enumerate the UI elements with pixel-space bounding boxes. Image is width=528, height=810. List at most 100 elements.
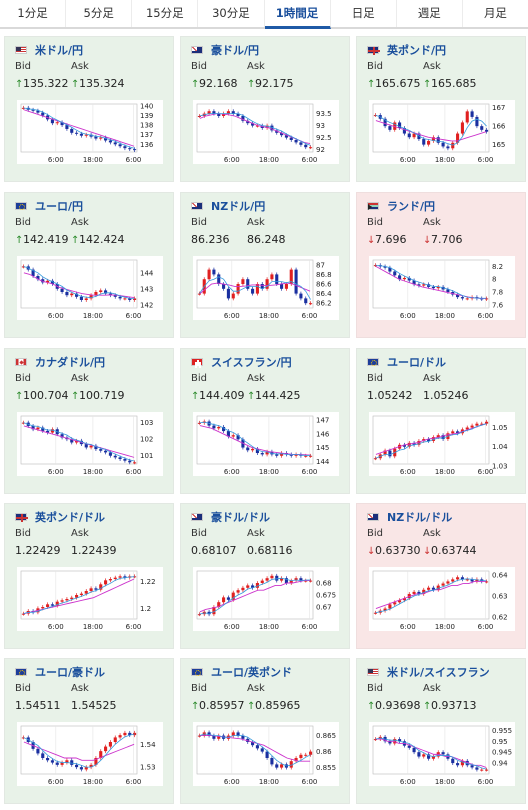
candle-body (480, 298, 484, 300)
candle-body (236, 113, 240, 116)
candle-body (70, 439, 74, 443)
ask-label: Ask (247, 683, 265, 694)
candle-body (84, 591, 88, 594)
candle-body (118, 144, 122, 147)
mini-chart[interactable]: 144 143 142 6:00 18:00 6:00 (17, 256, 163, 320)
candle-body (99, 449, 103, 451)
candle-body (270, 125, 274, 131)
candle-body (388, 604, 392, 609)
candle-body (251, 448, 255, 451)
rate-card[interactable]: ユーロ/英ポンド Bid Ask ↑0.85957 ↑0.85965 0.865… (180, 658, 350, 804)
mini-chart[interactable]: 0.865 0.86 0.855 6:00 18:00 6:00 (193, 722, 339, 786)
candle-body (75, 293, 79, 297)
candle-body (65, 292, 69, 296)
moving-average-short (375, 423, 487, 459)
candle-body (197, 293, 201, 295)
candle-body (280, 132, 284, 136)
candle-body (197, 116, 201, 117)
rate-card[interactable]: スイスフラン/円 Bid Ask ↑144.409 ↑144.425 147 14… (180, 348, 350, 494)
pair-link[interactable]: 英ポンド/ドル (35, 511, 106, 524)
rate-card[interactable]: 豪ドル/ドル Bid Ask 0.68107 0.68116 0.68 0.675… (180, 503, 350, 649)
candle-body (412, 747, 416, 753)
candle-body (21, 737, 25, 739)
candle-body (84, 298, 88, 300)
candle-body (294, 758, 298, 762)
rate-card[interactable]: ユーロ/豪ドル Bid Ask 1.54511 1.54525 1.54 1.53… (4, 658, 174, 804)
candle-body (280, 284, 284, 289)
tab-0[interactable]: 1分足 (0, 0, 67, 27)
pair-link[interactable]: NZドル/ドル (387, 511, 453, 524)
candle-body (388, 741, 392, 744)
candle-body (441, 142, 445, 147)
pair-link[interactable]: ユーロ/英ポンド (211, 666, 293, 679)
x-tick-label: 6:00 (126, 623, 142, 631)
pair-link[interactable]: 豪ドル/ドル (211, 511, 271, 524)
card-header: 英ポンド/ドル (15, 510, 105, 524)
ch-flag-icon (191, 358, 203, 366)
rate-card[interactable]: 米ドル/円 Bid Ask ↑135.322 ↑135.324 140 139 13… (4, 36, 174, 182)
pair-link[interactable]: NZドル/円 (211, 200, 266, 213)
pair-link[interactable]: カナダドル/円 (35, 356, 106, 369)
tab-1[interactable]: 5分足 (66, 0, 133, 27)
candle-body (246, 447, 250, 451)
mini-chart[interactable]: 140 139 138 137 136 6:00 18:00 6:00 (17, 100, 163, 164)
mini-chart[interactable]: 87 86.8 86.6 86.4 86.2 6:00 18:00 6:00 (193, 256, 339, 320)
pair-link[interactable]: 英ポンド/円 (387, 44, 447, 57)
mini-chart[interactable]: 1.05 1.04 1.03 6:00 18:00 6:00 (369, 412, 515, 476)
rate-card[interactable]: NZドル/ドル Bid Ask ↓0.63730 ↓0.63744 0.64 0.… (356, 503, 526, 649)
candle-body (289, 580, 293, 583)
pair-link[interactable]: 豪ドル/円 (211, 44, 260, 57)
up-arrow-icon: ↑ (191, 79, 200, 90)
candle-body (431, 286, 435, 289)
eu-flag-icon (367, 358, 379, 366)
tab-5[interactable]: 日足 (331, 0, 397, 27)
x-tick-label: 6:00 (400, 312, 416, 320)
mini-chart[interactable]: 1.54 1.53 6:00 18:00 6:00 (17, 722, 163, 786)
tab-4[interactable]: 1時間足 (264, 0, 331, 29)
pair-link[interactable]: ユーロ/豪ドル (35, 666, 106, 679)
tab-3[interactable]: 30分足 (198, 0, 265, 27)
mini-chart[interactable]: 8.2 8 7.8 7.6 6:00 18:00 6:00 (369, 256, 515, 320)
mini-chart[interactable]: 0.68 0.675 0.67 6:00 18:00 6:00 (193, 567, 339, 631)
moving-average-long (23, 425, 135, 458)
y-tick-label: 8.2 (492, 263, 503, 271)
candle-body (60, 288, 64, 292)
candle-body (373, 265, 377, 267)
pair-link[interactable]: 米ドル/円 (35, 44, 84, 57)
mini-chart[interactable]: 93.5 93 92.5 92 6:00 18:00 6:00 (193, 100, 339, 164)
bid-label: Bid (191, 61, 207, 72)
candle-body (417, 591, 421, 594)
rate-card[interactable]: ユーロ/円 Bid Ask ↑142.419 ↑142.424 144 143 14… (4, 192, 174, 338)
candle-body (94, 292, 98, 296)
pair-link[interactable]: ランド/円 (387, 200, 436, 213)
x-tick-label: 18:00 (83, 312, 103, 320)
mini-chart[interactable]: 147 146 145 144 6:00 18:00 6:00 (193, 412, 339, 476)
rate-card[interactable]: 英ポンド/円 Bid Ask ↑165.675 ↑165.685 167 166 1… (356, 36, 526, 182)
pair-link[interactable]: ユーロ/円 (35, 200, 84, 213)
rate-card[interactable]: NZドル/円 Bid Ask 86.236 86.248 87 86.8 86.6 8… (180, 192, 350, 338)
card-header: スイスフラン/円 (191, 355, 292, 369)
mini-chart[interactable]: 103 102 101 6:00 18:00 6:00 (17, 412, 163, 476)
mini-chart[interactable]: 0.955 0.95 0.945 0.94 6:00 18:00 6:00 (369, 722, 515, 786)
mini-chart[interactable]: 167 166 165 6:00 18:00 6:00 (369, 100, 515, 164)
rate-card[interactable]: 豪ドル/円 Bid Ask ↑92.168 ↑92.175 93.5 93 92.5… (180, 36, 350, 182)
rate-card[interactable]: カナダドル/円 Bid Ask ↑100.704 ↑100.719 103 102… (4, 348, 174, 494)
ask-label: Ask (247, 61, 265, 72)
candle-body (89, 134, 93, 137)
candle-body (294, 269, 298, 294)
mini-chart[interactable]: 1.22 1.2 6:00 18:00 6:00 (17, 567, 163, 631)
pair-link[interactable]: 米ドル/スイスフラン (387, 666, 490, 679)
rate-card[interactable]: 米ドル/スイスフラン Bid Ask ↑0.93698 ↑0.93713 0.9… (356, 658, 526, 804)
rate-card[interactable]: ユーロ/ドル Bid Ask 1.05242 1.05246 1.05 1.04 1… (356, 348, 526, 494)
tab-7[interactable]: 月足 (483, 6, 507, 20)
candle-body (41, 427, 45, 431)
rate-card[interactable]: 英ポンド/ドル Bid Ask 1.22429 1.22439 1.22 1.2 6… (4, 503, 174, 649)
rate-card[interactable]: ランド/円 Bid Ask ↓7.696 ↓7.706 8.2 8 7.8 7.6 6:… (356, 192, 526, 338)
pair-link[interactable]: スイスフラン/円 (211, 356, 292, 369)
tab-6[interactable]: 週足 (397, 0, 463, 27)
tab-2[interactable]: 15分足 (132, 0, 199, 27)
pair-link[interactable]: ユーロ/ドル (387, 356, 447, 369)
mini-chart[interactable]: 0.64 0.63 0.62 6:00 18:00 6:00 (369, 567, 515, 631)
ask-value: ↑100.719 (71, 389, 125, 402)
moving-average-long (375, 423, 487, 455)
